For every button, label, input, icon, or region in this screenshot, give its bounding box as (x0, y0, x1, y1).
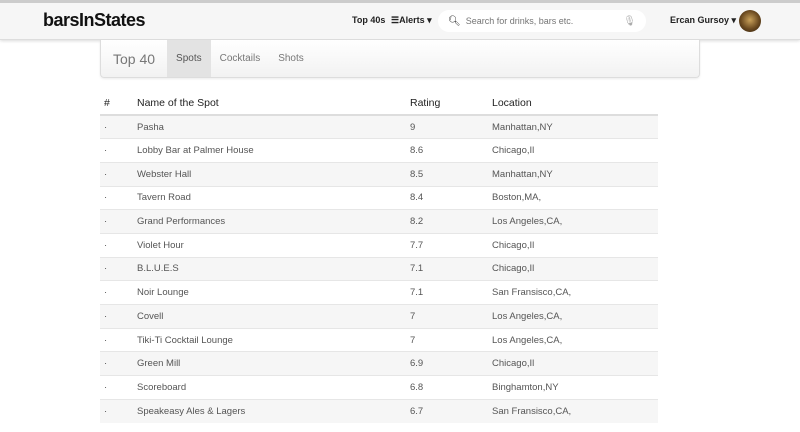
name-cell: Violet Hour (133, 232, 406, 258)
rating-cell: 8.4 (406, 185, 488, 210)
location-cell: Chicago,Il (488, 138, 658, 163)
table-row[interactable]: · Noir Lounge 7.1 San Fransisco,CA, (100, 280, 658, 305)
alerts-dropdown[interactable]: ☰Alerts ▾ (391, 15, 432, 26)
table-row[interactable]: · Pasha 9 Manhattan,NY (100, 114, 658, 139)
rank-cell: · (100, 375, 133, 400)
table-row[interactable]: · Webster Hall 8.5 Manhattan,NY (100, 161, 658, 187)
table-row[interactable]: · Scoreboard 6.8 Binghamton,NY (100, 375, 658, 400)
table-row[interactable]: · Grand Performances 8.2 Los Angeles,CA, (100, 209, 658, 234)
rating-cell: 7.1 (406, 256, 488, 281)
name-cell: Tiki-Ti Cocktail Lounge (133, 327, 406, 352)
rank-cell: · (100, 327, 133, 352)
rating-cell: 7 (406, 304, 488, 329)
rank-cell: · (100, 138, 133, 163)
name-cell: Grand Performances (133, 209, 406, 234)
table-row[interactable]: · Violet Hour 7.7 Chicago,Il (100, 232, 658, 258)
location-cell: Manhattan,NY (488, 161, 658, 187)
location-cell: Manhattan,NY (488, 114, 658, 139)
rank-cell: · (100, 232, 133, 258)
panel-title: Top 40 (113, 51, 156, 67)
table-row[interactable]: · Green Mill 6.9 Chicago,Il (100, 351, 658, 376)
rank-cell: · (100, 351, 133, 376)
table-row[interactable]: · Tavern Road 8.4 Boston,MA, (100, 185, 658, 210)
alerts-label: Alerts ▾ (399, 15, 432, 25)
table-row[interactable]: · Speakeasy Ales & Lagers 6.7 San Fransisco… (100, 398, 658, 423)
search-box: 🔍︎ 🎙︎ (438, 10, 646, 32)
tab-cocktails[interactable]: Cocktails (219, 53, 261, 64)
rating-cell: 9 (406, 114, 488, 139)
table-row[interactable]: · Covell 7 Los Angeles,CA, (100, 304, 658, 329)
table-row[interactable]: · Lobby Bar at Palmer House 8.6 Chicago,Il (100, 138, 658, 163)
search-input[interactable] (465, 16, 624, 26)
rank-cell: · (100, 398, 133, 423)
rating-cell: 8.2 (406, 209, 488, 234)
name-cell: Tavern Road (133, 185, 406, 210)
tab-shots[interactable]: Shots (278, 53, 304, 64)
rating-cell: 8.6 (406, 138, 488, 163)
location-cell: Binghamton,NY (488, 375, 658, 400)
location-cell: Los Angeles,CA, (488, 327, 658, 352)
rating-cell: 6.9 (406, 351, 488, 376)
name-cell: Webster Hall (133, 161, 406, 187)
rating-cell: 8.5 (406, 161, 488, 187)
table-row[interactable]: · B.L.U.E.S 7.1 Chicago,Il (100, 256, 658, 281)
header-location: Location (488, 92, 658, 116)
list-icon: ☰ (391, 15, 400, 25)
header-rank: # (100, 92, 133, 116)
location-cell: Chicago,Il (488, 351, 658, 376)
top40-panel: Top 40 Spots Cocktails Shots (100, 40, 700, 78)
spots-table: # Name of the Spot Rating Location · Pash… (100, 92, 658, 423)
rating-cell: 6.7 (406, 398, 488, 423)
location-cell: San Fransisco,CA, (488, 280, 658, 305)
brand-logo[interactable]: barsInStates (43, 10, 146, 30)
name-cell: Speakeasy Ales & Lagers (133, 398, 406, 423)
top40-link[interactable]: Top 40s (352, 15, 386, 25)
tab-spots[interactable]: Spots (167, 40, 211, 77)
header-name: Name of the Spot (133, 92, 406, 116)
avatar[interactable] (739, 10, 761, 32)
name-cell: Lobby Bar at Palmer House (133, 138, 406, 163)
location-cell: Chicago,Il (488, 232, 658, 258)
name-cell: Green Mill (133, 351, 406, 376)
rank-cell: · (100, 161, 133, 187)
rank-cell: · (100, 185, 133, 210)
location-cell: San Fransisco,CA, (488, 398, 658, 423)
rating-cell: 7.1 (406, 280, 488, 305)
location-cell: Chicago,Il (488, 256, 658, 281)
location-cell: Los Angeles,CA, (488, 304, 658, 329)
rank-cell: · (100, 209, 133, 234)
rank-cell: · (100, 114, 133, 139)
rating-cell: 6.8 (406, 375, 488, 400)
rank-cell: · (100, 304, 133, 329)
rank-cell: · (100, 280, 133, 305)
name-cell: Scoreboard (133, 375, 406, 400)
name-cell: Covell (133, 304, 406, 329)
rank-cell: · (100, 256, 133, 281)
name-cell: Noir Lounge (133, 280, 406, 305)
location-cell: Boston,MA, (488, 185, 658, 210)
name-cell: B.L.U.E.S (133, 256, 406, 281)
search-icon: 🔍︎ (448, 15, 461, 27)
location-cell: Los Angeles,CA, (488, 209, 658, 234)
header-rating: Rating (406, 92, 488, 116)
navbar: barsInStates Top 40s ☰Alerts ▾ 🔍︎ 🎙︎ Erc… (0, 0, 800, 40)
table-row[interactable]: · Tiki-Ti Cocktail Lounge 7 Los Angeles,CA, (100, 327, 658, 352)
microphone-icon[interactable]: 🎙︎ (623, 15, 636, 27)
rating-cell: 7.7 (406, 232, 488, 258)
user-menu[interactable]: Ercan Gursoy ▾ (670, 15, 737, 25)
name-cell: Pasha (133, 114, 406, 139)
rating-cell: 7 (406, 327, 488, 352)
